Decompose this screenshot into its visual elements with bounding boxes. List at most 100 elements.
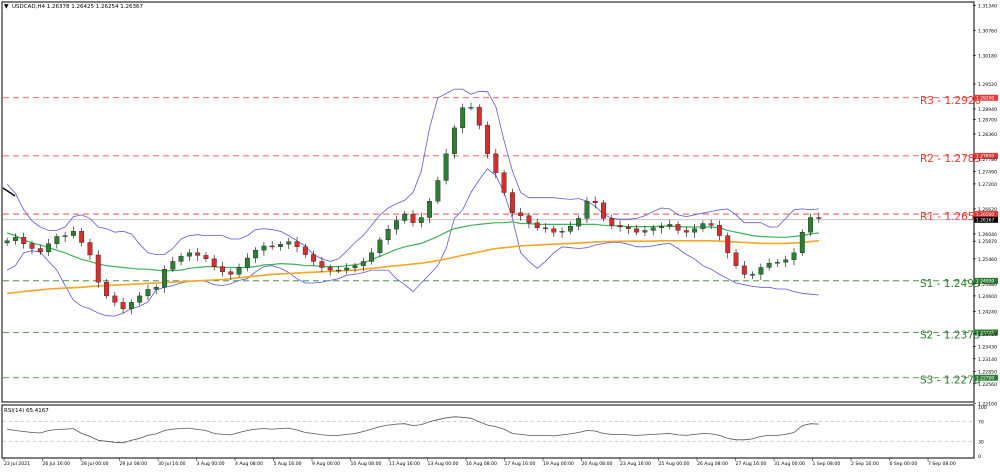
candle-body: [203, 255, 209, 260]
level-tag-r2: [974, 152, 998, 159]
candle-body: [435, 180, 441, 202]
symbol-info: USDCAD,H4 1.26378 1.26425 1.26254 1.2636…: [12, 4, 143, 10]
rsi-panel-frame: [1, 404, 975, 459]
time-tick-label: 7 Sep 08:00: [928, 461, 956, 467]
candle-body: [766, 263, 772, 268]
candle-body: [269, 245, 275, 248]
time-tick-label: 29 Jul 08:00: [120, 461, 148, 467]
candle-body: [195, 252, 201, 256]
rsi-tick-label: 0: [978, 454, 981, 460]
level-label-s3: S3 - 1.2270: [920, 375, 981, 387]
candle-body: [667, 224, 673, 227]
candle-body: [70, 231, 76, 236]
time-tick-label: 27 Aug 16:00: [736, 461, 767, 467]
level-label-s2: S2 - 1.2375: [920, 330, 981, 342]
level-tag-s3: [974, 374, 998, 381]
candle-body: [170, 261, 176, 270]
candle-body: [29, 243, 35, 249]
candle-body: [46, 243, 51, 253]
candle-body: [675, 224, 681, 231]
price-tick-label: 1.27780: [978, 157, 997, 163]
candle-body: [87, 242, 93, 256]
candle-body: [352, 265, 358, 269]
candle-body: [799, 232, 805, 253]
candle-body: [186, 252, 192, 257]
price-panel-frame: [1, 1, 975, 403]
time-tick-label: 26 Jul 16:00: [43, 461, 71, 467]
candle-body: [369, 252, 375, 262]
rsi-tick-label: 30: [978, 439, 984, 445]
candle-body: [112, 295, 118, 303]
time-tick-label: 23 Aug 16:00: [620, 461, 651, 467]
time-tick-label: 1 Sep 08:00: [813, 461, 841, 467]
time-tick-label: 11 Aug 16:00: [389, 461, 420, 467]
candle-body: [816, 217, 822, 219]
candle-body: [683, 230, 689, 233]
candle-body: [733, 252, 739, 266]
candle-body: [584, 200, 590, 219]
price-tick-label: 1.28360: [978, 132, 997, 138]
price-tick-label: 1.25460: [978, 257, 997, 263]
time-tick-label: 13 Aug 00:00: [428, 461, 459, 467]
candle-body: [468, 107, 474, 109]
candle-body: [236, 267, 242, 275]
candle-body: [741, 265, 747, 275]
candle-body: [4, 240, 10, 244]
price-tick-label: 1.23720: [978, 332, 997, 338]
candle-body: [791, 252, 797, 260]
candle-body: [62, 235, 68, 237]
candle-body: [253, 250, 259, 259]
candle-body: [617, 225, 623, 228]
candle-body: [509, 192, 515, 213]
candle-body: [692, 228, 698, 233]
price-tick-label: 1.31340: [978, 4, 997, 10]
candle-body: [758, 267, 764, 275]
time-tick-label: 26 Aug 08:00: [697, 461, 728, 467]
candle-body: [302, 246, 308, 255]
candle-body: [427, 200, 432, 218]
rsi-tick-label: 100: [978, 405, 987, 411]
level-tag-text-s2: 1.23745: [976, 330, 994, 336]
candle-body: [775, 262, 780, 264]
candle-body: [700, 223, 706, 229]
candle-body: [145, 289, 151, 297]
candle-body: [95, 254, 101, 283]
level-label-s1: S1 - 1.2495: [920, 278, 981, 290]
candle-body: [286, 241, 292, 245]
candle-body: [360, 261, 366, 266]
time-tick-label: 6 Sep 00:00: [890, 461, 918, 467]
rsi-line: [7, 416, 819, 444]
candle-body: [518, 212, 524, 216]
time-tick-label: 31 Aug 00:00: [774, 461, 805, 467]
time-tick-label: 2 Sep 16:00: [851, 461, 879, 467]
candle-body: [634, 228, 640, 233]
level-tag-r1: [974, 211, 998, 218]
candle-body: [162, 269, 167, 288]
price-tick-label: 1.26040: [978, 232, 997, 238]
candle-body: [601, 202, 606, 219]
candle-body: [476, 107, 482, 126]
candle-body: [294, 241, 300, 247]
candle-body: [576, 218, 582, 227]
candle-body: [244, 257, 250, 268]
price-tick-label: 1.25870: [978, 239, 997, 245]
level-tag-r3: [974, 94, 998, 101]
candle-body: [650, 227, 656, 231]
candle-body: [460, 107, 466, 129]
candle-body: [153, 287, 159, 290]
candle-body: [592, 200, 598, 204]
candle-body: [750, 274, 756, 276]
price-tick-label: 1.29520: [978, 82, 997, 88]
candle-body: [534, 222, 540, 228]
trendline-fragment: [2, 187, 16, 197]
time-tick-label: 3 Aug 00:00: [197, 461, 225, 467]
candle-body: [278, 244, 283, 247]
price-tick-label: 1.22850: [978, 369, 997, 375]
candle-body: [319, 261, 325, 268]
price-tick-label: 1.22560: [978, 382, 997, 388]
candle-body: [394, 220, 399, 230]
candle-body: [327, 267, 333, 271]
rsi-tick-label: 70: [978, 420, 984, 426]
